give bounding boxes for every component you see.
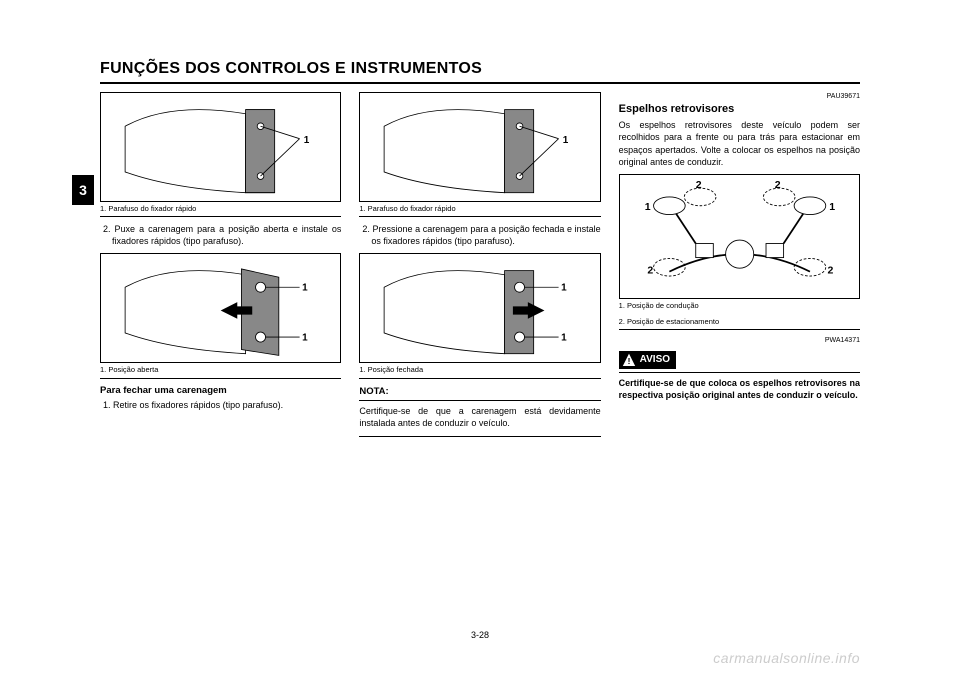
nota-text: Certifique-se de que a carenagem está de… — [359, 405, 600, 429]
step-text: 2. Pressione a carenagem para a posição … — [359, 223, 600, 247]
page-title: FUNÇÕES DOS CONTROLOS E INSTRUMENTOS — [100, 60, 860, 84]
svg-text:1: 1 — [829, 201, 835, 213]
svg-text:!: ! — [627, 356, 630, 366]
columns: 1 1. Parafuso do fixador rápido 2. Puxe … — [100, 92, 860, 552]
figure-screw-close: 1 — [359, 92, 600, 202]
step-text: 2. Puxe a carenagem para a posição abert… — [100, 223, 341, 247]
step-text: 1. Retire os fixadores rápidos (tipo par… — [100, 399, 341, 411]
figure-screw-open: 1 — [100, 92, 341, 202]
section-head-mirrors: Espelhos retrovisores — [619, 102, 860, 117]
callout-1: 1 — [302, 333, 308, 344]
figure-caption: 1. Posição fechada — [359, 365, 600, 378]
nota-rule-under — [359, 436, 600, 437]
callout-1: 1 — [561, 333, 567, 344]
figure-caption: 1. Parafuso do fixador rápido — [100, 204, 341, 217]
column-1: 1 1. Parafuso do fixador rápido 2. Puxe … — [100, 92, 341, 552]
ref-code: PWA14371 — [619, 336, 860, 345]
figure-caption: 1. Posição de condução — [619, 301, 860, 311]
callout-1: 1 — [304, 135, 310, 146]
callout-1: 1 — [563, 135, 569, 146]
mirrors-intro: Os espelhos retrovisores deste veículo p… — [619, 119, 860, 168]
step-number: 1. — [103, 400, 111, 410]
nota-block: NOTA: Certifique-se de que a carenagem e… — [359, 385, 600, 437]
step-body: Puxe a carenagem para a posição aberta e… — [112, 224, 341, 246]
callout-1: 1 — [561, 283, 567, 294]
figure-closed-position: 1 1 — [359, 253, 600, 363]
warning-box: ! AVISO — [619, 351, 676, 369]
warning-icon: ! — [622, 353, 636, 367]
column-3: PAU39671 Espelhos retrovisores Os espelh… — [619, 92, 860, 552]
subheading-close-cowling: Para fechar uma carenagem — [100, 385, 341, 398]
svg-text:2: 2 — [827, 264, 833, 276]
svg-text:2: 2 — [647, 264, 653, 276]
warning-text: Certifique-se de que coloca os espelhos … — [619, 377, 860, 401]
step-body: Retire os fixadores rápidos (tipo parafu… — [113, 400, 283, 410]
figure-open-position: 1 1 — [100, 253, 341, 363]
warning-label: AVISO — [640, 353, 670, 367]
column-2: 1 1. Parafuso do fixador rápido 2. Press… — [359, 92, 600, 552]
nota-rule — [359, 400, 600, 401]
chapter-tab: 3 — [72, 175, 94, 205]
step-number: 2. — [362, 224, 370, 234]
figure-caption: 1. Posição aberta — [100, 365, 341, 378]
watermark: carmanualsonline.info — [713, 650, 860, 666]
figure-caption: 1. Parafuso do fixador rápido — [359, 204, 600, 217]
callout-1: 1 — [302, 283, 308, 294]
svg-text:2: 2 — [695, 179, 701, 191]
step-number: 2. — [103, 224, 111, 234]
ref-code: PAU39671 — [619, 92, 860, 101]
svg-text:2: 2 — [774, 179, 780, 191]
step-body: Pressione a carenagem para a posição fec… — [371, 224, 600, 246]
warning-rule — [619, 372, 860, 373]
figure-mirrors: 1 2 2 1 2 2 — [619, 174, 860, 299]
page-number: 3-28 — [0, 630, 960, 640]
nota-label: NOTA: — [359, 386, 392, 399]
svg-text:1: 1 — [644, 201, 650, 213]
figure-caption: 2. Posição de estacionamento — [619, 317, 860, 330]
manual-page: FUNÇÕES DOS CONTROLOS E INSTRUMENTOS 3 1… — [0, 0, 960, 678]
